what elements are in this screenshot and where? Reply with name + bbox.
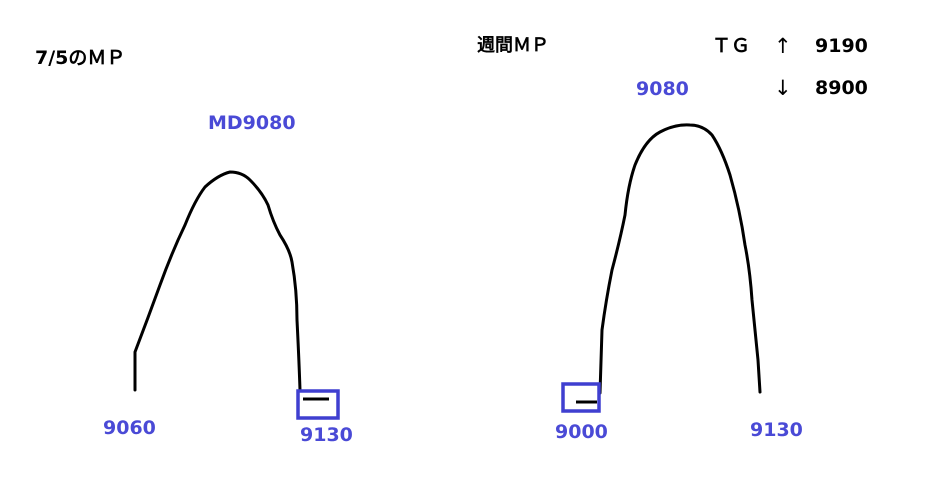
right-highlight-box — [561, 382, 601, 413]
right-top-label: 9080 — [636, 78, 689, 100]
left-curve — [133, 170, 302, 392]
right-title: 週間ＭＰ — [477, 35, 549, 56]
left-start-label: 9060 — [103, 417, 156, 439]
right-start-label: 9000 — [555, 421, 608, 443]
left-title: 7/5のＭＰ — [35, 47, 126, 69]
right-end-label: 9130 — [750, 419, 803, 441]
tg-up-value: 9190 — [815, 35, 868, 57]
right-curve — [598, 123, 762, 395]
tg-down-value: 8900 — [815, 77, 868, 99]
down-arrow-icon: ↓ — [774, 76, 792, 100]
left-top-label: MD9080 — [208, 112, 296, 134]
tg-label: ＴＧ — [712, 35, 751, 57]
up-arrow-icon: ↑ — [774, 34, 792, 58]
left-end-label: 9130 — [300, 424, 353, 446]
left-highlight-box — [296, 389, 340, 420]
